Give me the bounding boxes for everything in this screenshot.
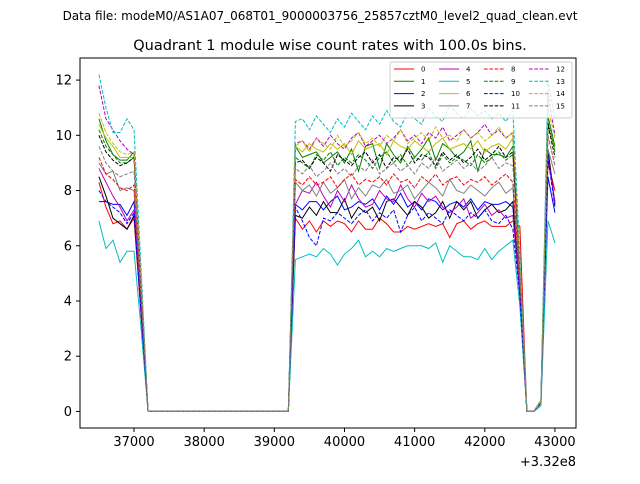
x-tick-label-40000: 40000	[324, 435, 365, 450]
y-tick-label-6: 6	[64, 239, 72, 254]
x-tick-label-37000: 37000	[113, 435, 154, 450]
legend-label-3: 3	[421, 102, 425, 110]
legend-label-5: 5	[466, 78, 470, 86]
y-tick-label-8: 8	[64, 184, 72, 199]
legend-label-7: 7	[466, 102, 470, 110]
y-tick-label-10: 10	[55, 129, 72, 144]
legend-label-12: 12	[556, 66, 565, 74]
plot-area	[80, 58, 576, 428]
legend-label-10: 10	[511, 90, 520, 98]
legend-label-4: 4	[466, 66, 471, 74]
legend-label-11: 11	[511, 102, 520, 110]
x-tick-label-38000: 38000	[183, 435, 224, 450]
legend-box	[389, 61, 573, 119]
legend-label-6: 6	[466, 90, 471, 98]
x-offset-label: +3.32e8	[520, 455, 576, 470]
x-tick-label-41000: 41000	[394, 435, 435, 450]
legend-label-14: 14	[556, 90, 565, 98]
x-tick-label-42000: 42000	[464, 435, 505, 450]
y-axis: 0 2 4 6 8 10 12	[55, 74, 80, 420]
legend-label-1: 1	[421, 78, 425, 86]
legend-label-8: 8	[511, 66, 515, 74]
y-tick-label-2: 2	[64, 350, 72, 365]
chart-title: Quadrant 1 module wise count rates with …	[133, 38, 527, 54]
x-tick-label-43000: 43000	[534, 435, 575, 450]
x-axis: 37000 38000 39000 40000 41000 42000 43000	[113, 428, 576, 450]
x-tick-label-39000: 39000	[254, 435, 295, 450]
legend-label-2: 2	[421, 90, 425, 98]
file-suptitle: Data file: modeM0/AS1A07_068T01_90000037…	[63, 9, 578, 23]
y-tick-label-0: 0	[64, 405, 72, 420]
series-line-15	[98, 135, 556, 412]
legend-label-9: 9	[511, 78, 515, 86]
legend-label-0: 0	[421, 66, 425, 74]
y-tick-label-12: 12	[55, 74, 72, 89]
legend-label-15: 15	[556, 102, 565, 110]
plot-frame	[79, 57, 577, 429]
legend-label-13: 13	[556, 78, 565, 86]
y-tick-label-4: 4	[64, 294, 72, 309]
